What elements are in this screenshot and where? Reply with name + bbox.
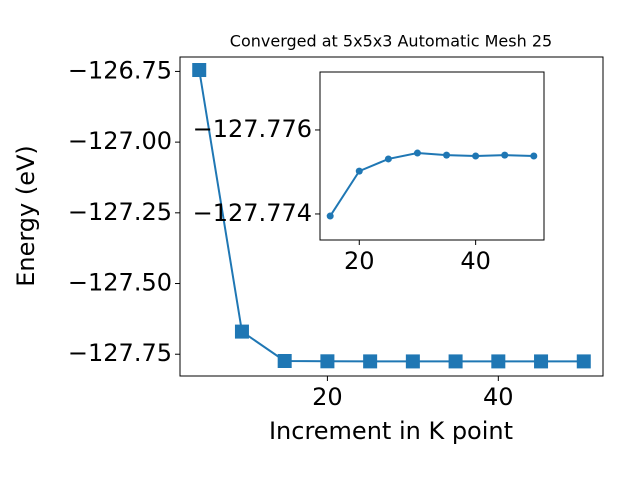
point (443, 151, 451, 159)
x-tick-label: 40 (483, 383, 514, 411)
point (384, 155, 392, 163)
point (530, 152, 538, 160)
y-axis-label: Energy (eV) (12, 145, 40, 287)
point (326, 212, 334, 220)
y-tick-label: −126.75 (68, 56, 172, 84)
point (448, 354, 463, 369)
point (405, 354, 420, 369)
point (320, 354, 335, 369)
point (501, 151, 509, 159)
y-tick-label: −127.774 (193, 199, 312, 227)
y-tick-label: −127.776 (193, 115, 312, 143)
x-tick-label: 40 (460, 247, 491, 275)
point (355, 167, 363, 175)
y-tick-label: −127.25 (68, 198, 172, 226)
point (413, 149, 421, 157)
x-axis-label: Increment in K point (269, 417, 513, 445)
chart-title: Converged at 5x5x3 Automatic Mesh 25 (230, 32, 552, 51)
series-line (198, 69, 584, 363)
x-tick-label: 20 (344, 247, 375, 275)
point (192, 63, 207, 78)
point (234, 324, 249, 339)
y-tick-label: −127.00 (68, 127, 172, 155)
point (363, 354, 378, 369)
point (277, 353, 292, 368)
x-tick-label: 20 (312, 383, 343, 411)
point (491, 354, 506, 369)
y-tick-label: −127.50 (68, 269, 172, 297)
series-line (329, 152, 534, 217)
point (576, 354, 591, 369)
y-tick-label: −127.75 (68, 339, 172, 367)
point (534, 354, 549, 369)
point (472, 152, 480, 160)
